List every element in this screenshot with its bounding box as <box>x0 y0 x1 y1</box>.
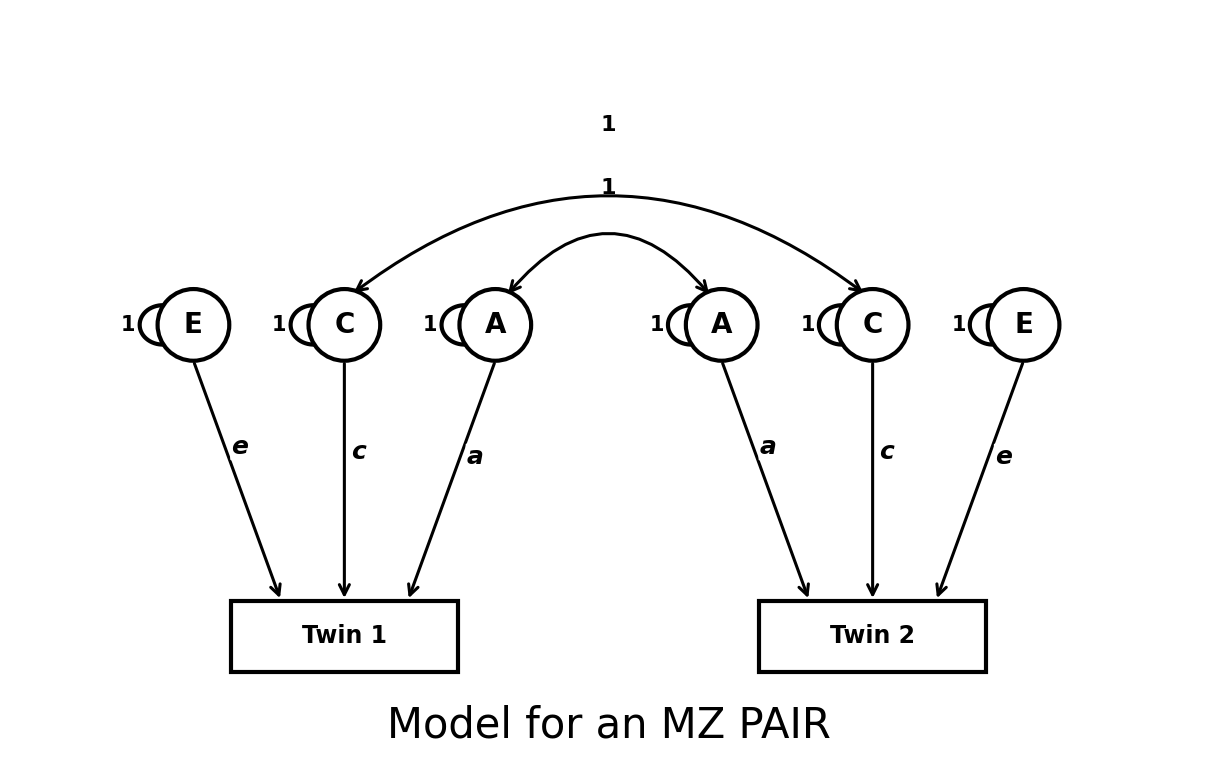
Text: 1: 1 <box>601 115 616 135</box>
Text: c: c <box>880 440 894 464</box>
Text: e: e <box>231 435 248 459</box>
FancyBboxPatch shape <box>231 600 458 671</box>
Circle shape <box>686 289 757 361</box>
Text: 1: 1 <box>601 178 616 198</box>
Text: Model for an MZ PAIR: Model for an MZ PAIR <box>387 705 830 747</box>
Text: 1: 1 <box>424 315 437 335</box>
FancyBboxPatch shape <box>759 600 986 671</box>
Text: c: c <box>350 440 366 464</box>
Circle shape <box>309 289 380 361</box>
Text: A: A <box>484 311 506 339</box>
Text: 1: 1 <box>801 315 815 335</box>
Circle shape <box>988 289 1060 361</box>
Text: a: a <box>759 435 776 459</box>
Text: 1: 1 <box>952 315 966 335</box>
Circle shape <box>460 289 531 361</box>
Text: C: C <box>335 311 354 339</box>
Text: 1: 1 <box>650 315 663 335</box>
Text: Twin 2: Twin 2 <box>830 624 915 649</box>
Text: E: E <box>184 311 203 339</box>
Circle shape <box>837 289 908 361</box>
Text: E: E <box>1014 311 1033 339</box>
Text: 1: 1 <box>273 315 286 335</box>
Text: Twin 1: Twin 1 <box>302 624 387 649</box>
Text: C: C <box>863 311 882 339</box>
Text: 1: 1 <box>122 315 135 335</box>
Text: A: A <box>711 311 733 339</box>
Text: a: a <box>467 445 484 468</box>
Circle shape <box>157 289 229 361</box>
Text: e: e <box>996 445 1013 468</box>
